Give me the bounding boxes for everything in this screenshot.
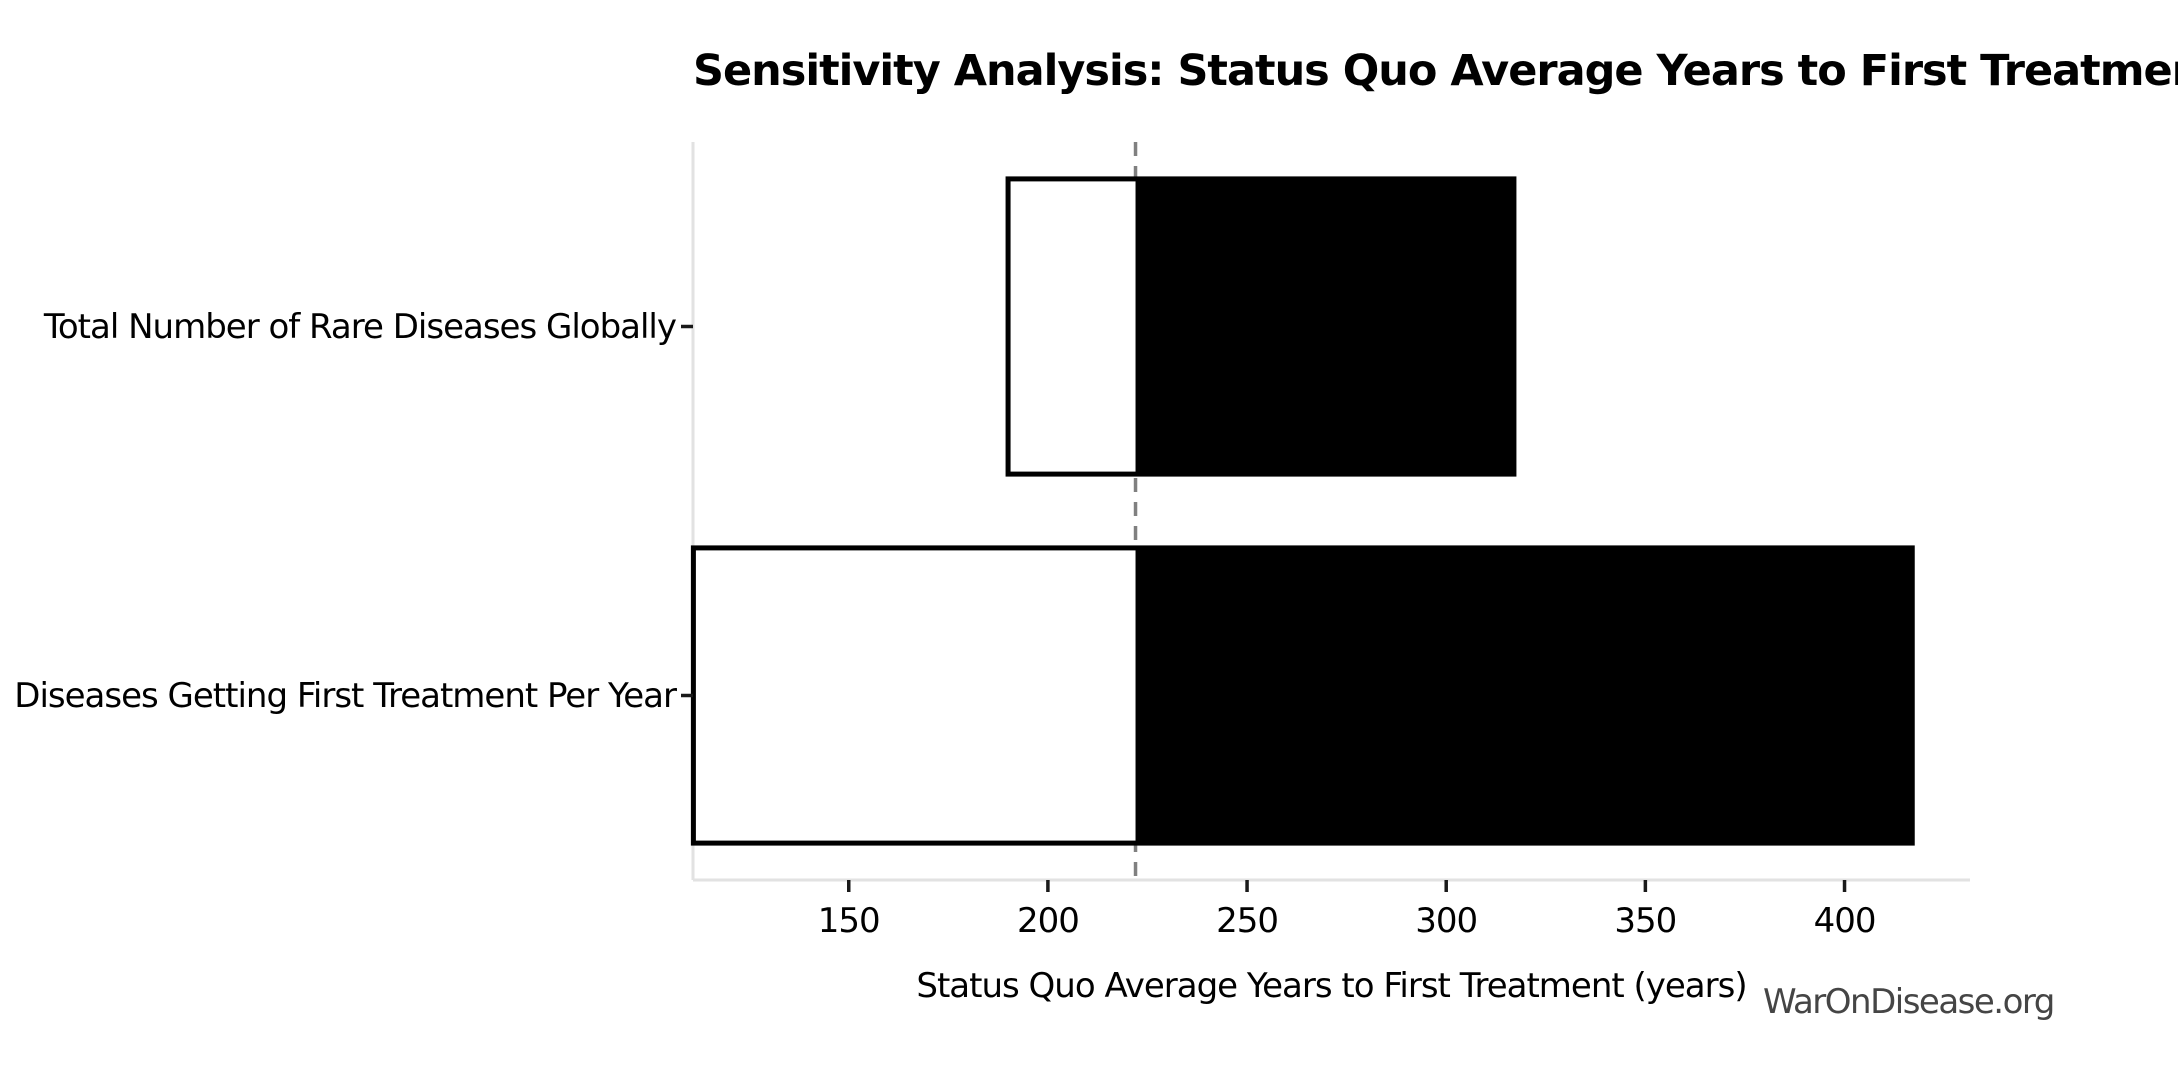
x-tick-label: 250 [1216,901,1279,941]
bar-high-segment-0 [1135,178,1514,475]
x-tick-label: 150 [817,901,881,941]
category-label: Diseases Getting First Treatment Per Yea… [14,675,677,716]
watermark: WarOnDisease.org [1763,982,2055,1022]
x-tick-label: 350 [1614,901,1677,941]
x-tick-label: 400 [1813,901,1877,941]
x-tick-label: 300 [1415,901,1478,941]
chart-title: Sensitivity Analysis: Status Quo Average… [693,46,2178,96]
x-tick-label: 200 [1016,901,1080,941]
bar-high-segment-1 [1135,547,1913,844]
x-axis-label: Status Quo Average Years to First Treatm… [916,966,1747,1006]
category-label: Total Number of Rare Diseases Globally [43,306,677,347]
